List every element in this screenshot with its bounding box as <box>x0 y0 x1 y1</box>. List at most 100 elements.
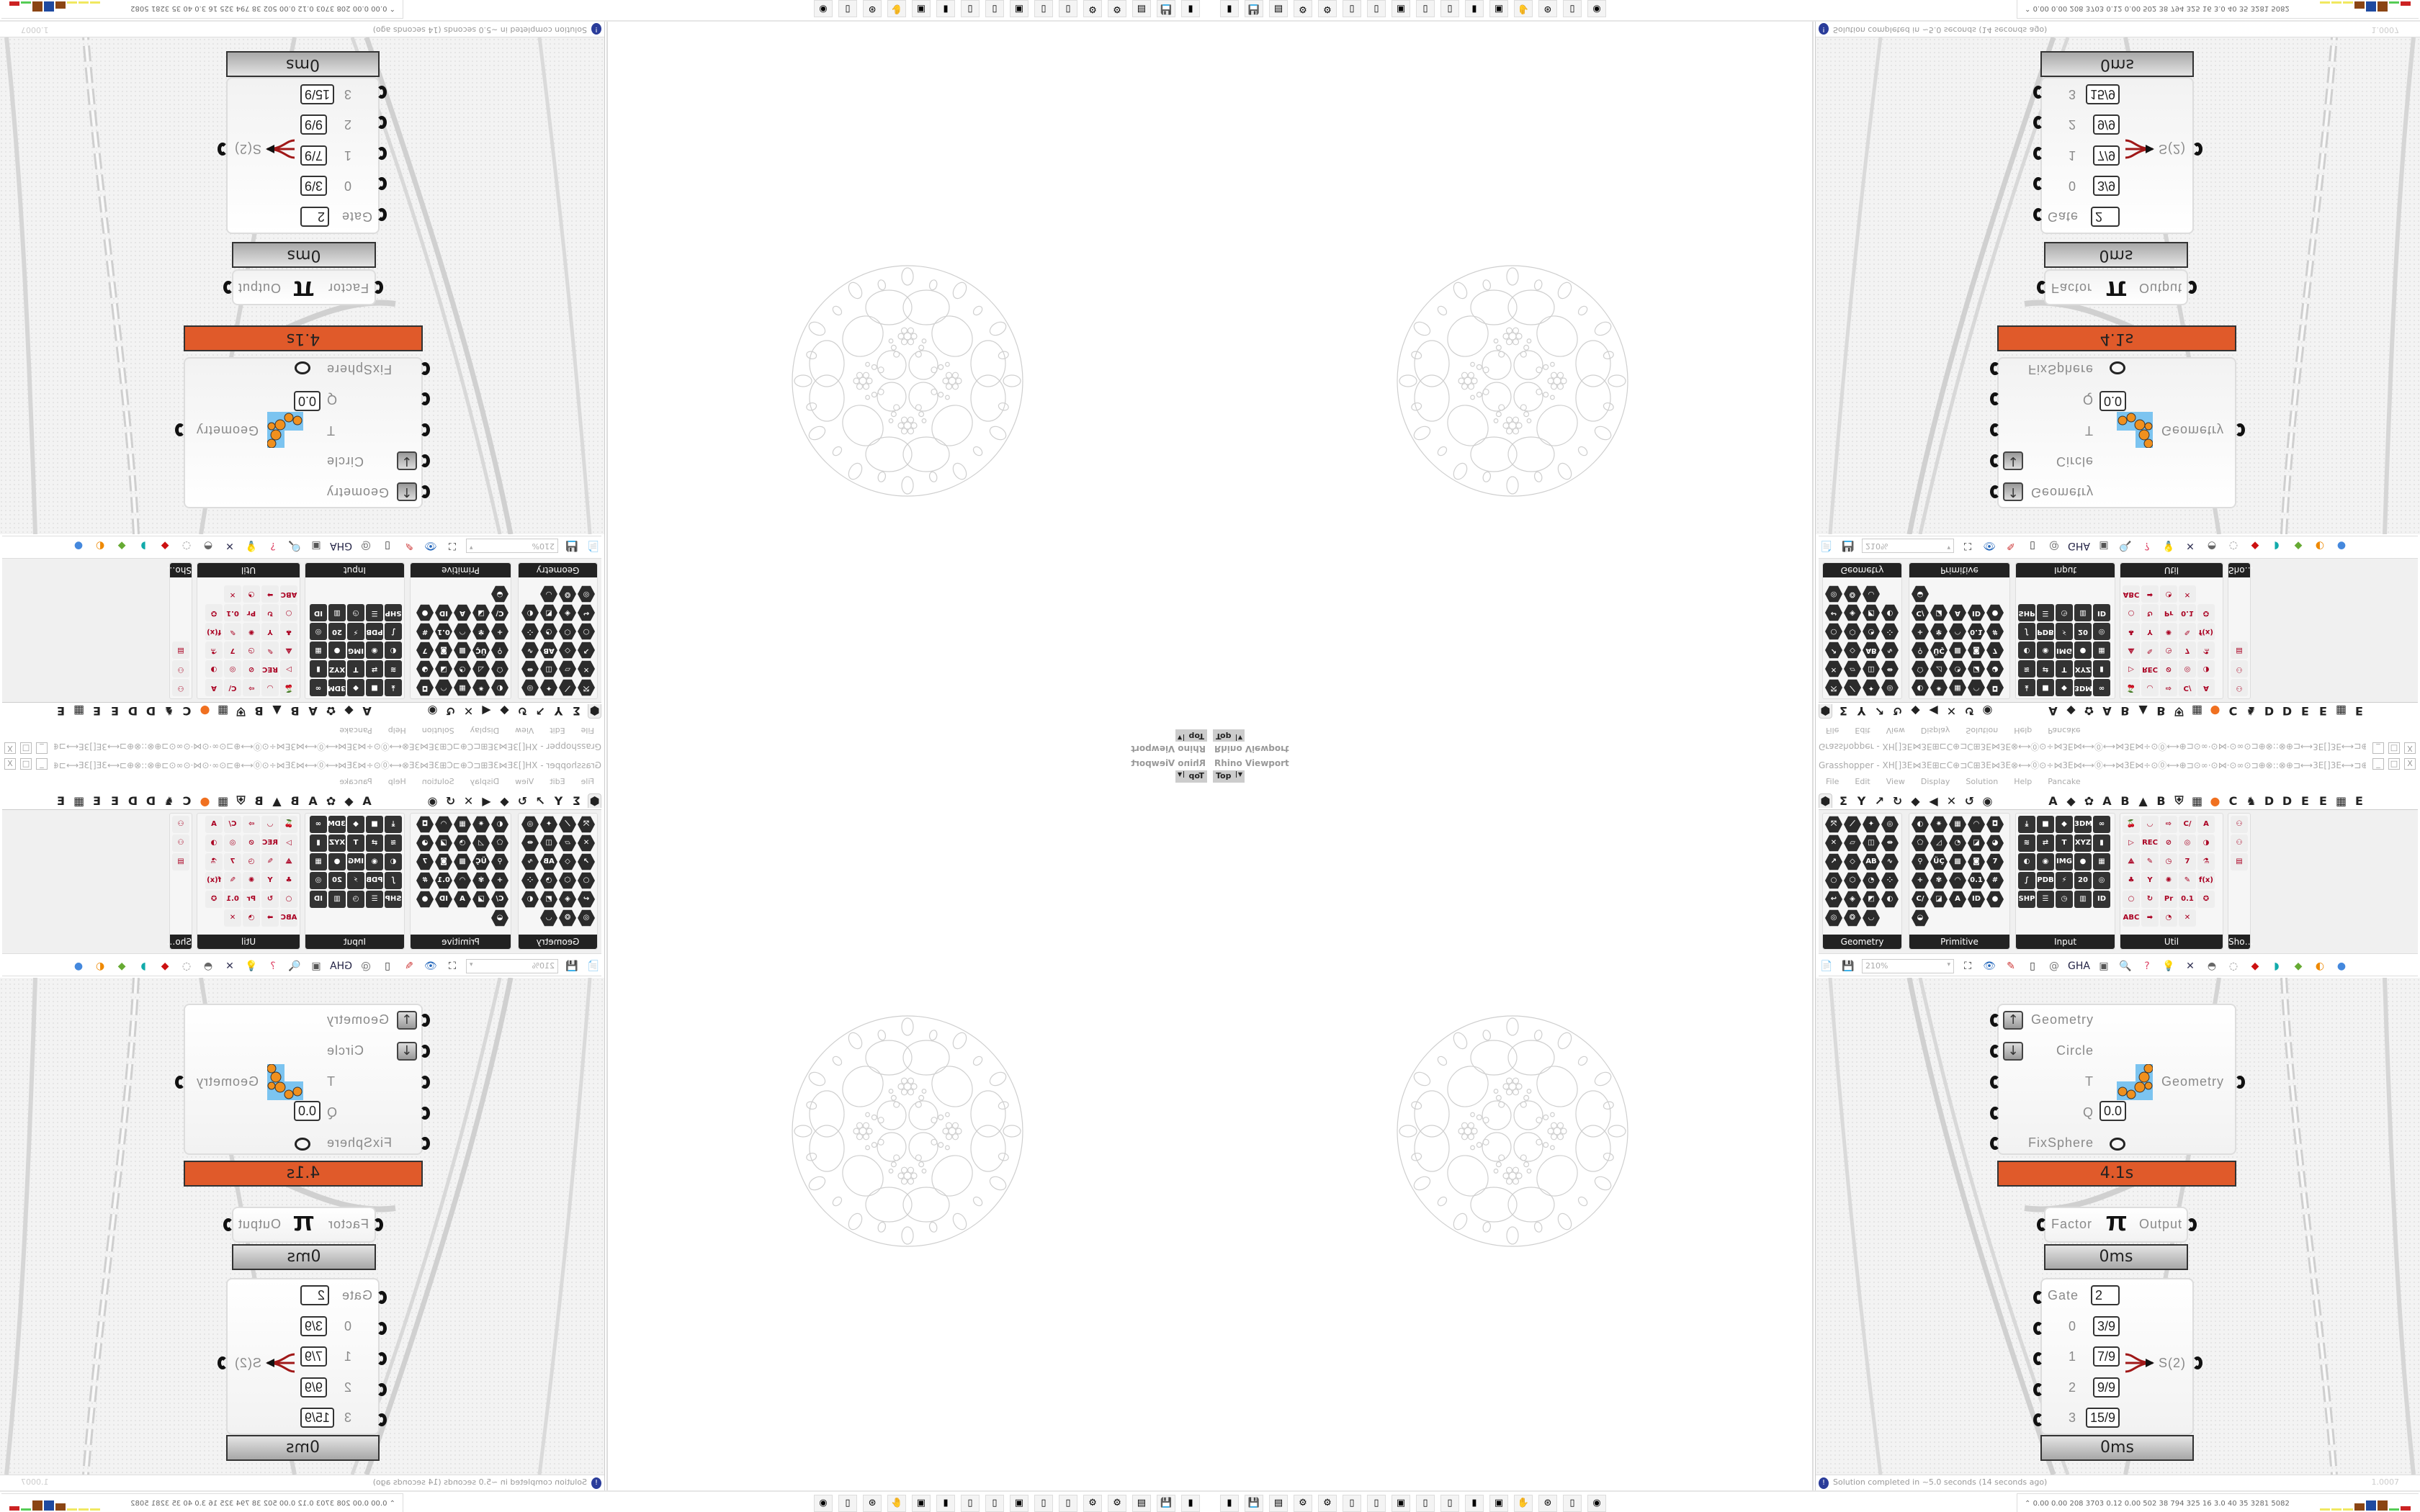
component-icon[interactable]: ∫ <box>2018 872 2035 889</box>
menu-item-solution[interactable]: Solution <box>1966 777 1999 786</box>
component-icon[interactable]: ◕ <box>416 834 434 852</box>
window-button[interactable]: X <box>2404 758 2416 770</box>
toolbar-button[interactable]: ◓ <box>2207 540 2217 552</box>
tab-icon[interactable]: ▦ <box>2335 793 2347 808</box>
component-icon[interactable]: ◎ <box>310 623 327 640</box>
tab-icon[interactable]: E <box>111 793 119 808</box>
tab-icon[interactable]: ✕ <box>463 704 474 719</box>
component-icon[interactable]: IMG <box>2056 642 2073 659</box>
taskbar-app-icon[interactable]: ▯ <box>985 1495 1004 1512</box>
taskbar-app-icon[interactable]: ▤ <box>1269 1495 1288 1512</box>
component-icon[interactable]: ◪ <box>435 834 452 852</box>
component-icon[interactable]: AB <box>540 642 557 659</box>
input-port[interactable] <box>420 1076 430 1089</box>
component-icon[interactable]: ▮ <box>310 834 327 852</box>
toolbar-button[interactable]: ⛶ <box>449 540 456 552</box>
component-icon[interactable]: ◩ <box>540 604 557 621</box>
component-icon[interactable]: ∿ <box>521 853 539 870</box>
toolbar-button[interactable]: ✕ <box>225 960 234 972</box>
toolbar-button[interactable]: ✎ <box>405 960 413 972</box>
component-icon[interactable]: ✾ <box>1930 623 1948 640</box>
component-icon[interactable]: ⬡ <box>1844 872 1861 889</box>
stream-gate-component[interactable]: Gate 2 0 3/9 1 7/9 2 9/9 3 15/9 S(2) <box>2033 1278 2202 1435</box>
component-icon[interactable]: 3DM <box>2074 679 2092 696</box>
toolbar-button[interactable]: ▣ <box>2099 540 2109 552</box>
tab-icon[interactable]: ✕ <box>1946 704 1957 719</box>
tab-icon[interactable]: B <box>290 704 300 719</box>
input-port[interactable] <box>1990 362 2000 375</box>
component-icon[interactable]: ◫ <box>1863 660 1880 678</box>
component-icon[interactable]: ◠ <box>1949 872 1966 889</box>
component-icon[interactable]: C/ <box>224 816 241 833</box>
component-icon[interactable]: PDB <box>366 623 383 640</box>
component-icon[interactable]: ▩ <box>1949 642 1966 659</box>
component-icon[interactable]: # <box>416 623 434 640</box>
component-icon[interactable]: ➡ <box>2141 909 2159 927</box>
taskbar-app-icon[interactable]: ◉ <box>814 1495 833 1512</box>
toolbar-button[interactable]: 👁 <box>424 540 437 552</box>
component-icon[interactable]: # <box>1986 872 2004 889</box>
input-port[interactable] <box>1990 1014 2000 1027</box>
component-icon[interactable]: ⁘ <box>521 872 539 889</box>
component-icon[interactable]: ⟁ <box>280 642 297 659</box>
component-icon[interactable]: ◐ <box>2018 853 2035 870</box>
component-icon[interactable]: Y <box>261 623 279 640</box>
component-icon[interactable]: ⚡ <box>347 623 364 640</box>
component-icon[interactable]: # <box>1986 623 2004 640</box>
toolbar-button[interactable]: 🔍 <box>288 960 301 972</box>
component-icon[interactable]: ○ <box>1825 872 1842 889</box>
output-port[interactable] <box>2235 423 2245 436</box>
tab-icon[interactable]: Σ <box>573 704 581 719</box>
taskbar-app-icon[interactable]: ▯ <box>985 0 1004 17</box>
toolbar-button[interactable]: ◗ <box>2274 540 2280 552</box>
input-port[interactable] <box>373 1218 383 1231</box>
component-icon[interactable]: ÜÇ <box>1930 853 1948 870</box>
component-icon[interactable]: ↩ <box>578 891 595 908</box>
component-icon[interactable]: ◐ <box>1881 891 1899 908</box>
arrow-up-icon[interactable]: ↑ <box>397 482 417 501</box>
component-icon[interactable]: ≋ <box>2018 834 2035 852</box>
component-icon[interactable]: ● <box>1986 891 2004 908</box>
arrow-up-icon[interactable]: ↑ <box>397 1011 417 1030</box>
toolbar-button[interactable]: ◓ <box>203 540 213 552</box>
component-icon[interactable]: ÜÇ <box>472 642 490 659</box>
tab-icon[interactable]: Σ <box>1839 793 1847 808</box>
component-icon[interactable]: ◐ <box>521 604 539 621</box>
component-icon[interactable]: AB <box>1863 642 1880 659</box>
panel-label[interactable]: Sho… <box>166 563 192 577</box>
tab-icon[interactable]: ◆ <box>1911 704 1920 719</box>
component-icon[interactable]: ▮ <box>2093 834 2110 852</box>
taskbar-app-icon[interactable]: ▮ <box>1181 1495 1200 1512</box>
output-port[interactable] <box>175 1076 185 1089</box>
toolbar-button[interactable]: ✎ <box>405 540 413 552</box>
component-icon[interactable]: ⟋ <box>1844 816 1861 833</box>
component-icon[interactable]: Pr <box>2160 891 2177 908</box>
tab-icon[interactable]: Y <box>1857 793 1866 808</box>
tab-icon[interactable]: A <box>2048 704 2058 719</box>
component-icon[interactable]: ✾ <box>472 623 490 640</box>
stream-gate-component[interactable]: Gate 2 0 3/9 1 7/9 2 9/9 3 15/9 S(2) <box>218 77 387 234</box>
gate-value-field[interactable]: 3/9 <box>2092 176 2120 197</box>
tab-icon[interactable]: B <box>2156 704 2166 719</box>
menu-item-pancake[interactable]: Pancake <box>2048 726 2081 735</box>
component-icon[interactable]: ⤧ <box>1825 816 1842 833</box>
component-icon[interactable]: ✎ <box>224 623 241 640</box>
component-icon[interactable]: ⚡ <box>2056 872 2073 889</box>
tray-expand-icon[interactable]: ⌃ <box>387 1500 395 1508</box>
input-port[interactable] <box>2033 1291 2043 1304</box>
component-icon[interactable]: T <box>2056 660 2073 678</box>
menu-item-pancake[interactable]: Pancake <box>339 777 372 786</box>
component-icon[interactable]: ↗ <box>578 642 595 659</box>
component-icon[interactable]: ✕ <box>578 660 595 678</box>
stream-gate-component[interactable]: Gate 2 0 3/9 1 7/9 2 9/9 3 15/9 S(2) <box>218 1278 387 1435</box>
component-icon[interactable]: ▩ <box>454 853 471 870</box>
component-icon[interactable]: ◷ <box>347 891 364 908</box>
component-icon[interactable]: ◿ <box>472 834 490 852</box>
taskbar-app-icon[interactable]: 💾 <box>1245 1495 1263 1512</box>
component-icon[interactable]: ◔ <box>2160 585 2177 603</box>
component-icon[interactable]: ⬡ <box>1844 623 1861 640</box>
tab-icon[interactable]: ⛨ <box>236 705 246 719</box>
component-icon[interactable]: ∞ <box>2093 679 2110 696</box>
toolbar-button[interactable]: 🔍 <box>2119 540 2132 552</box>
view-dropdown[interactable]: Top ▼ <box>1213 729 1245 742</box>
